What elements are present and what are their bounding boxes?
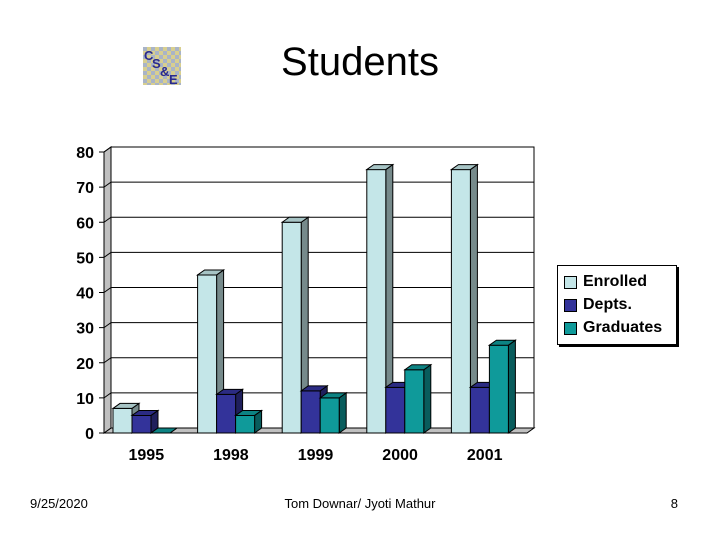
- y-tick-label: 60: [76, 215, 94, 232]
- y-tick-label: 30: [76, 321, 94, 338]
- gridline-diagonal: [103, 181, 112, 188]
- slide-title: Students: [281, 40, 439, 84]
- footer-page-number: 8: [670, 496, 678, 511]
- bar-graduates-2001-side: [507, 339, 516, 434]
- svg-text:S: S: [152, 56, 161, 71]
- y-tick-label: 20: [76, 356, 94, 373]
- gridline-diagonal: [103, 392, 112, 399]
- bar-enrolled-1998: [197, 274, 218, 434]
- y-tick-label: 10: [76, 391, 94, 408]
- x-tick-label-1999: 1999: [298, 447, 334, 464]
- bar-depts-1999-top: [299, 385, 329, 392]
- y-tick-label: 40: [76, 286, 94, 303]
- bar-depts-1998-top: [215, 388, 245, 395]
- bar-graduates-1998-top: [234, 409, 264, 416]
- legend-item-depts: Depts.: [564, 295, 632, 315]
- bar-graduates-2001-top: [487, 339, 517, 346]
- x-tick-label-2001: 2001: [467, 447, 503, 464]
- bar-enrolled-1999: [281, 221, 302, 434]
- y-tick-label: 50: [76, 250, 94, 267]
- gridline-diagonal: [103, 216, 112, 223]
- bar-graduates-2000-top: [403, 364, 433, 371]
- y-tick-label: 70: [76, 180, 94, 197]
- bar-enrolled-2001-top: [449, 164, 479, 171]
- bar-depts-2001: [469, 386, 490, 434]
- svg-text:&: &: [160, 64, 169, 79]
- chart-legend: Enrolled Depts. Graduates: [557, 265, 677, 345]
- gridline-diagonal: [103, 287, 112, 293]
- bar-graduates-1999: [319, 397, 340, 434]
- x-tick-label-2000: 2000: [382, 447, 418, 464]
- y-tick-label: 80: [76, 145, 94, 162]
- legend-swatch-depts: [564, 298, 577, 312]
- bar-depts-1995: [131, 414, 152, 434]
- bar-depts-1999: [300, 390, 321, 434]
- gridline-diagonal: [103, 357, 112, 364]
- y-tick-label: 0: [85, 426, 94, 443]
- bar-enrolled-2000-top: [365, 164, 395, 171]
- x-tick-label-1995: 1995: [129, 447, 165, 464]
- bar-graduates-1999-side: [338, 391, 347, 434]
- legend-item-enrolled: Enrolled: [564, 272, 647, 292]
- bar-enrolled-1995: [112, 407, 133, 434]
- legend-label-enrolled: Enrolled: [583, 273, 648, 290]
- bar-enrolled-2001: [450, 169, 471, 434]
- bar-graduates-2000-side: [423, 363, 432, 434]
- bar-graduates-2001: [488, 344, 509, 434]
- gridline-diagonal: [103, 251, 112, 258]
- bar-depts-1998: [216, 393, 237, 434]
- gridline-diagonal: [103, 322, 112, 329]
- cse-logo: C S & E: [143, 47, 181, 87]
- footer-author: Tom Downar/ Jyoti Mathur: [284, 496, 436, 511]
- svg-text:C: C: [144, 48, 154, 63]
- legend-item-graduates: Graduates: [564, 318, 662, 338]
- legend-swatch-graduates: [564, 321, 577, 335]
- x-tick-label-1998: 1998: [213, 447, 249, 464]
- legend-swatch-enrolled: [564, 275, 577, 289]
- bar-enrolled-2000: [366, 169, 387, 434]
- bar-enrolled-1999-top: [280, 216, 310, 223]
- footer-date: 9/25/2020: [30, 496, 88, 511]
- legend-label-graduates: Graduates: [583, 319, 663, 336]
- gridline-diagonal: [103, 146, 112, 153]
- bar-depts-1995-top: [130, 409, 160, 416]
- bar-enrolled-1998-top: [196, 269, 226, 276]
- legend-label-depts: Depts.: [583, 296, 632, 313]
- bar-depts-2000: [385, 386, 406, 434]
- bar-graduates-2000: [404, 369, 425, 434]
- bar-graduates-1998: [235, 414, 256, 434]
- bar-graduates-1999-top: [318, 392, 348, 399]
- bar-enrolled-1995-top: [111, 402, 141, 409]
- svg-text:E: E: [169, 72, 178, 85]
